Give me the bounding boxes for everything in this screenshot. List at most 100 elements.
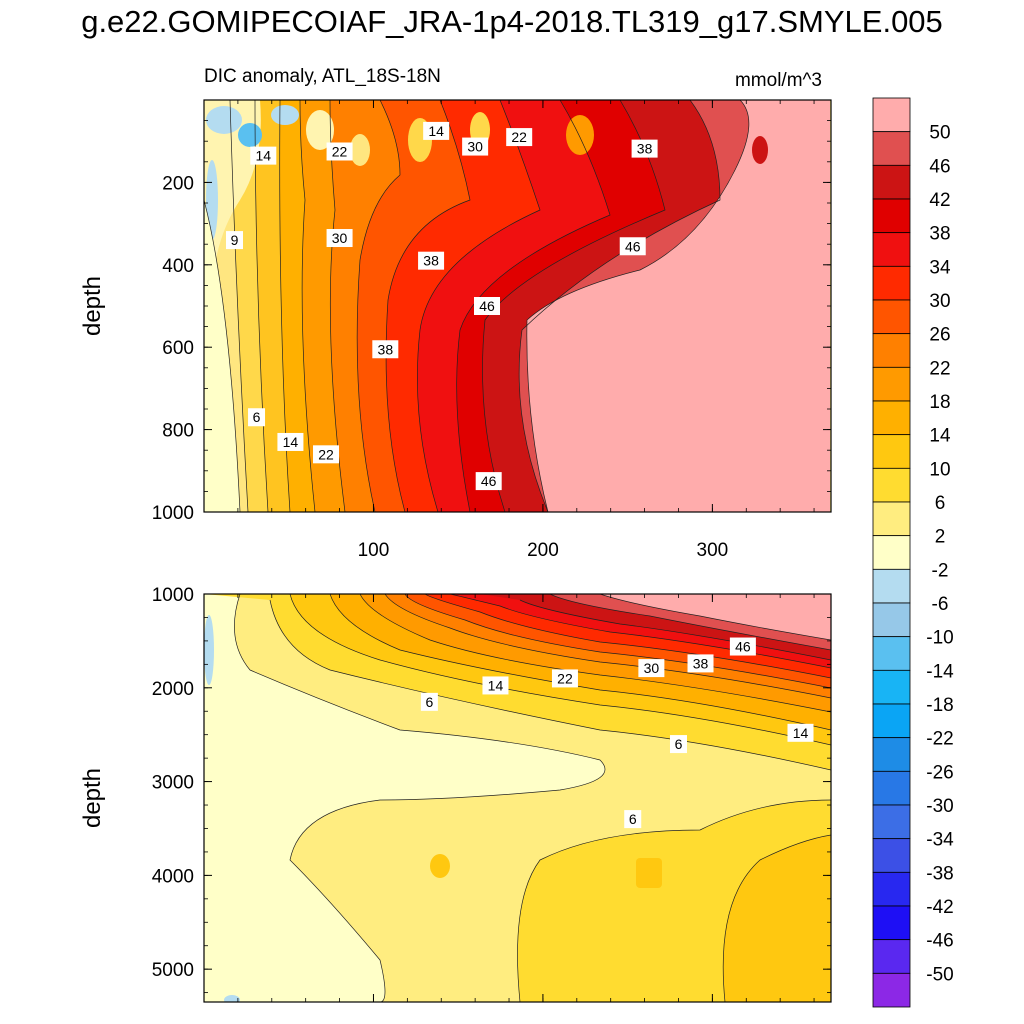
contour-label-text: 6 — [629, 811, 637, 827]
colorbar-label: 18 — [929, 392, 950, 413]
colorbar-label: 46 — [929, 156, 950, 177]
contour-label-text: 14 — [793, 725, 809, 741]
colorbar-label: 2 — [935, 527, 946, 548]
colorbar-swatch — [872, 467, 911, 503]
colorbar-label: -50 — [926, 964, 953, 985]
colorbar-label: 6 — [935, 493, 946, 514]
x-tick-label: 300 — [697, 540, 729, 561]
contour-label-box — [313, 445, 340, 464]
colorbar-label: -10 — [926, 628, 953, 649]
contour-label: 30 — [462, 137, 489, 156]
upper-y-tick-labels: 200 400 600 800 1000 — [152, 173, 194, 524]
contour-label: 6 — [420, 692, 438, 711]
colorbar-label: -30 — [926, 796, 953, 817]
y-tick-label: 4000 — [152, 866, 194, 887]
lower-y-axis-label: depth — [79, 768, 106, 828]
contour-label-box — [420, 692, 438, 711]
colorbar-swatch — [872, 737, 911, 772]
colorbar-label: 50 — [929, 123, 950, 144]
contour-label-text: 30 — [332, 230, 348, 246]
contour-label: 14 — [787, 723, 814, 742]
contour-label: 14 — [277, 432, 304, 451]
contour-label: 14 — [482, 676, 509, 695]
contour-label-text: 46 — [481, 473, 497, 489]
contour-label-box — [277, 432, 304, 451]
colorbar-label: 14 — [929, 426, 951, 447]
contour-label: 38 — [631, 139, 658, 158]
contour-label-text: 38 — [423, 253, 439, 269]
contour-label: 6 — [624, 810, 642, 829]
contour-label-text: 38 — [378, 341, 394, 357]
lower-contour-fill — [204, 594, 831, 1002]
colorbar-swatch — [872, 602, 911, 638]
contour-label-box — [669, 735, 687, 754]
contour-label-text: 30 — [467, 139, 483, 155]
colorbar-swatch — [872, 164, 911, 200]
y-tick-label: 2000 — [152, 679, 194, 700]
colorbar: 50 46 42 38 34 30 26 22 18 14 10 6 2 -2 -6 -10 -14 -18 -22… — [872, 97, 954, 1008]
colorbar-swatch — [872, 871, 911, 907]
contour-label-box — [473, 297, 500, 315]
contour-label: 38 — [372, 340, 399, 359]
colorbar-label: -42 — [926, 897, 953, 918]
colorbar-swatch — [872, 501, 911, 537]
upper-contour-labels: 14 22 22 14 30 38 9 30 38 46 46 38 6 14 22 46 — [226, 121, 658, 491]
colorbar-swatch — [872, 770, 911, 806]
colorbar-label: -18 — [926, 695, 953, 716]
colorbar-label: 30 — [929, 291, 950, 312]
colorbar-label: 22 — [929, 358, 950, 379]
contour-label-text: 14 — [283, 434, 299, 450]
contour-label: 46 — [619, 237, 646, 256]
contour-label-box — [250, 146, 277, 165]
y-tick-label: 1000 — [152, 503, 194, 524]
contour-label-text: 46 — [625, 238, 641, 254]
contour-label-box — [787, 723, 814, 742]
colorbar-label: -6 — [932, 594, 949, 615]
colorbar-swatch — [872, 669, 911, 705]
contour-label-text: 14 — [256, 148, 272, 164]
contour-label-box — [482, 676, 509, 695]
contour-label-box — [475, 472, 502, 491]
colorbar-label: -22 — [926, 729, 953, 750]
contour-label: 9 — [226, 231, 244, 250]
colorbar-swatch — [872, 804, 911, 840]
colorbar-swatch — [872, 568, 911, 604]
lower-contour-labels: 46 38 30 22 14 6 6 14 6 — [420, 637, 814, 829]
contour-label-text: 6 — [675, 736, 683, 752]
y-tick-label: 5000 — [152, 960, 194, 981]
contour-label-box — [551, 669, 578, 688]
contour-label-box — [248, 408, 266, 427]
colorbar-label: -26 — [926, 762, 953, 783]
contour-label-box — [506, 128, 533, 147]
colorbar-swatch — [872, 366, 911, 402]
contour-label-box — [687, 654, 714, 673]
colorbar-label: 10 — [929, 459, 950, 480]
contour-label-text: 22 — [332, 144, 348, 160]
contour-label-box — [326, 229, 353, 248]
y-tick-label: 3000 — [152, 773, 194, 794]
upper-panel: 200 400 600 800 1000 100 200 300 14 22 22 14 30 38 9… — [79, 99, 832, 561]
contour-label-box — [418, 251, 445, 270]
contour-label-text: 22 — [318, 446, 334, 462]
colorbar-swatch — [872, 939, 911, 974]
upper-x-tick-labels: 100 200 300 — [358, 540, 729, 561]
colorbar-swatch — [872, 265, 911, 301]
contour-label: 30 — [638, 659, 665, 678]
contour-label-text: 22 — [511, 129, 527, 145]
contour-label-box — [729, 637, 756, 656]
contour-label: 30 — [326, 229, 353, 248]
lower-y-tick-labels: 1000 2000 3000 4000 5000 — [152, 585, 194, 981]
contour-label: 46 — [729, 637, 756, 656]
contour-label-box — [326, 142, 353, 161]
contour-label-box — [372, 340, 399, 359]
y-tick-label: 800 — [162, 421, 194, 442]
colorbar-swatch — [872, 434, 911, 469]
lower-tick-marks — [204, 593, 831, 1002]
colorbar-swatch — [872, 232, 911, 267]
contour-label: 38 — [418, 251, 445, 270]
contour-label: 22 — [551, 669, 578, 688]
x-tick-label: 100 — [358, 540, 390, 561]
x-tick-label: 200 — [527, 540, 559, 561]
colorbar-swatch — [872, 198, 911, 234]
y-tick-label: 200 — [162, 173, 194, 194]
